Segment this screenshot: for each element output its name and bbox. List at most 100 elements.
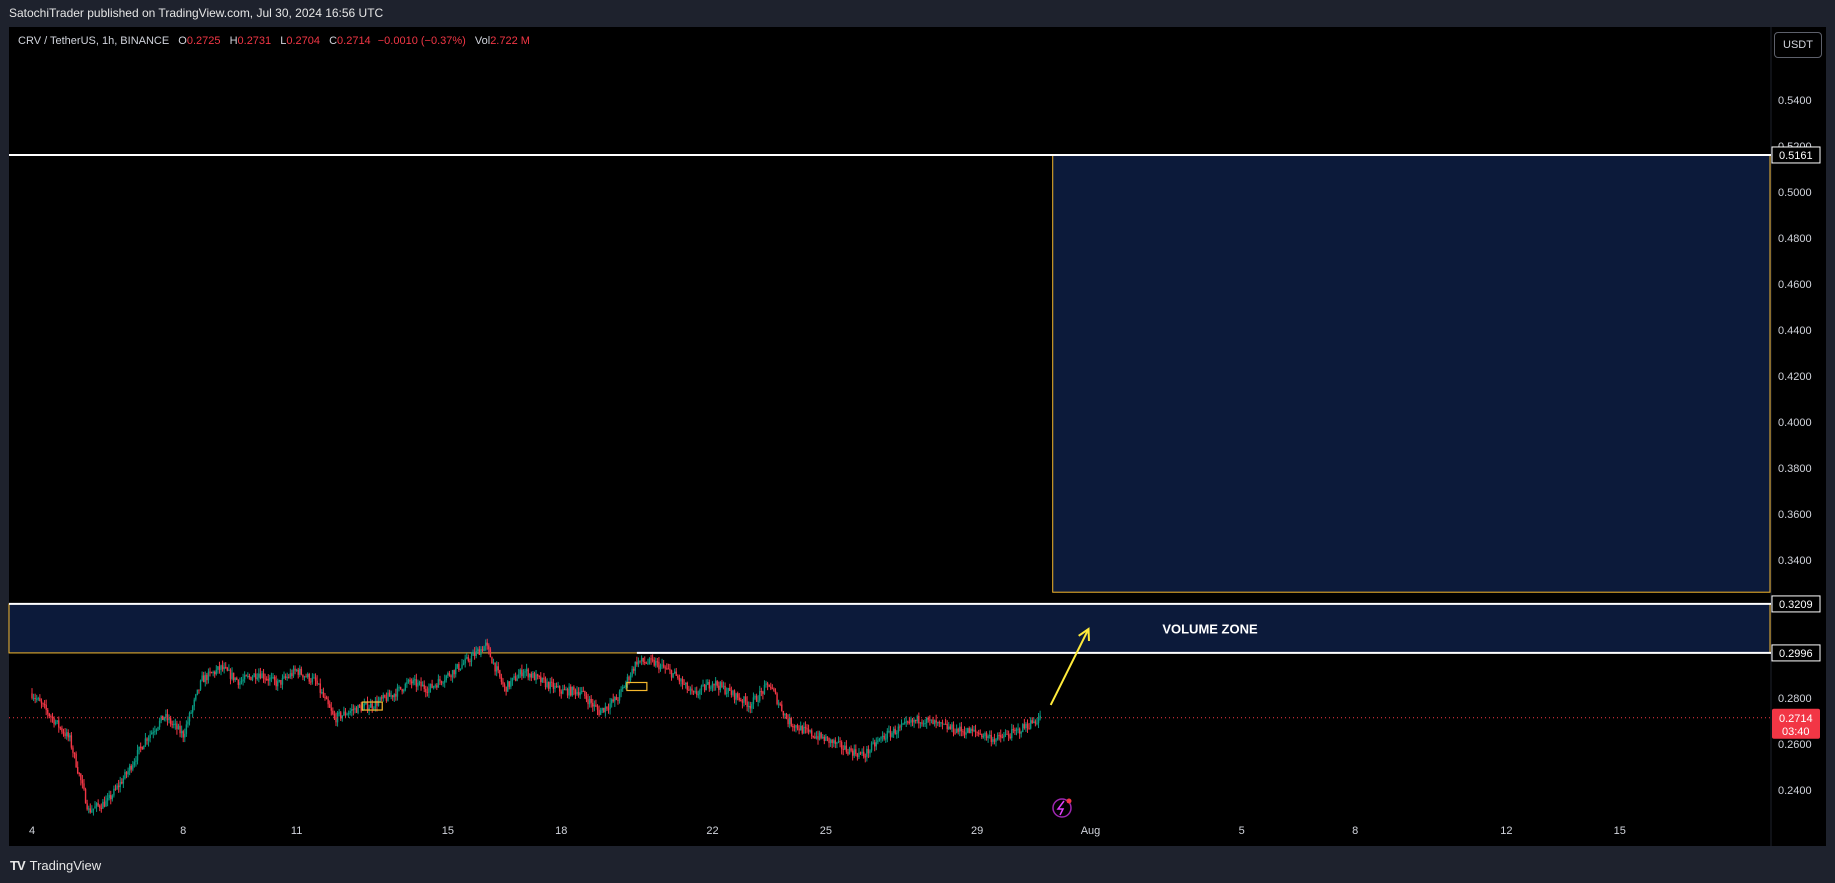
candle-body — [448, 673, 451, 676]
candle-body — [894, 728, 896, 735]
candle-body — [317, 683, 320, 685]
candle-body — [117, 785, 120, 788]
candle-body — [92, 808, 95, 811]
candle-body — [407, 679, 410, 683]
candle-body — [913, 720, 915, 723]
candle-body — [700, 685, 703, 691]
candle-body — [61, 727, 63, 732]
candle-body — [99, 805, 101, 808]
candle-body — [822, 736, 824, 738]
candle-body — [563, 689, 566, 691]
candle-body — [187, 721, 189, 725]
candle-body — [497, 666, 499, 671]
candle-body — [721, 682, 723, 687]
candle-body — [254, 673, 257, 679]
candle-body — [914, 720, 917, 722]
candle-body — [910, 719, 912, 723]
candle-body — [716, 681, 718, 686]
candle-body — [466, 657, 468, 659]
candle-body — [740, 700, 742, 702]
candle-body — [182, 731, 184, 738]
candle-body — [196, 689, 199, 695]
candle-body — [549, 681, 551, 689]
candle-body — [672, 673, 674, 678]
candle-body — [127, 770, 129, 775]
candle-body — [220, 665, 222, 670]
candle-body — [223, 667, 225, 670]
y-tick-label: 0.4200 — [1778, 371, 1812, 383]
candle-body — [872, 742, 874, 744]
candle-body — [551, 681, 553, 683]
candle-body — [344, 711, 347, 716]
candle-body — [527, 669, 529, 678]
candle-body — [918, 716, 920, 724]
candle-body — [867, 748, 870, 754]
candle-body — [962, 731, 964, 733]
direction-arrow — [1049, 628, 1090, 706]
candle-body — [782, 711, 785, 716]
candle-body — [288, 676, 290, 678]
candle-body — [147, 737, 150, 741]
candle-body — [639, 660, 641, 662]
candle-body — [839, 741, 841, 743]
tradingview-brand[interactable]: TV TradingView — [10, 858, 101, 873]
candle-body — [713, 683, 715, 686]
candle-body — [935, 720, 937, 723]
candle-body — [277, 681, 279, 687]
candle-body — [546, 681, 548, 687]
candle-body — [229, 669, 232, 679]
candle-body — [633, 668, 635, 671]
symbol-label[interactable]: CRV / TetherUS, 1h, BINANCE — [18, 35, 170, 47]
candle-body — [132, 765, 134, 770]
candle-body — [122, 778, 125, 784]
candle-body — [119, 781, 121, 788]
candle-body — [415, 679, 418, 687]
candle-body — [267, 679, 269, 681]
candle-body — [37, 698, 40, 700]
candle-body — [599, 710, 602, 715]
candle-body — [240, 681, 243, 683]
candle-body — [943, 723, 945, 725]
candle-body — [696, 691, 698, 695]
candle-body — [269, 677, 271, 681]
candle-body — [440, 681, 443, 683]
candle-body — [836, 742, 838, 745]
candle-body — [796, 725, 799, 729]
candle-body — [656, 661, 659, 663]
candle-body — [891, 732, 893, 737]
candle-body — [510, 681, 512, 687]
candle-body — [53, 717, 55, 725]
candle-body — [662, 664, 665, 668]
candle-body — [406, 682, 408, 684]
candle-body — [573, 686, 575, 690]
candle-body — [924, 723, 926, 725]
candle-body — [741, 700, 744, 703]
candle-body — [489, 649, 492, 658]
target-zone — [1052, 154, 1771, 593]
candle-body — [1001, 737, 1004, 739]
candle-body — [273, 676, 276, 681]
candle-body — [294, 668, 296, 671]
candle-body — [620, 689, 622, 692]
candle-body — [571, 686, 573, 696]
candle-body — [284, 676, 287, 678]
candle-body — [702, 684, 704, 686]
candle-body — [258, 673, 260, 678]
candle-body — [752, 697, 755, 704]
candle-body — [385, 697, 388, 701]
candle-body — [592, 702, 594, 707]
candle-body — [459, 668, 462, 671]
candle-body — [661, 664, 663, 666]
candle-body — [495, 666, 498, 672]
currency-button[interactable]: USDT — [1774, 32, 1822, 58]
candle-body — [97, 803, 99, 806]
candle-body — [845, 745, 848, 752]
candle-body — [1036, 722, 1038, 724]
candle-body — [670, 670, 673, 678]
candle-body — [688, 689, 690, 691]
candle-body — [985, 733, 988, 739]
candle-body — [248, 675, 251, 677]
level-price-tag — [1771, 146, 1821, 164]
tradingview-logo-icon: TV — [10, 858, 26, 873]
